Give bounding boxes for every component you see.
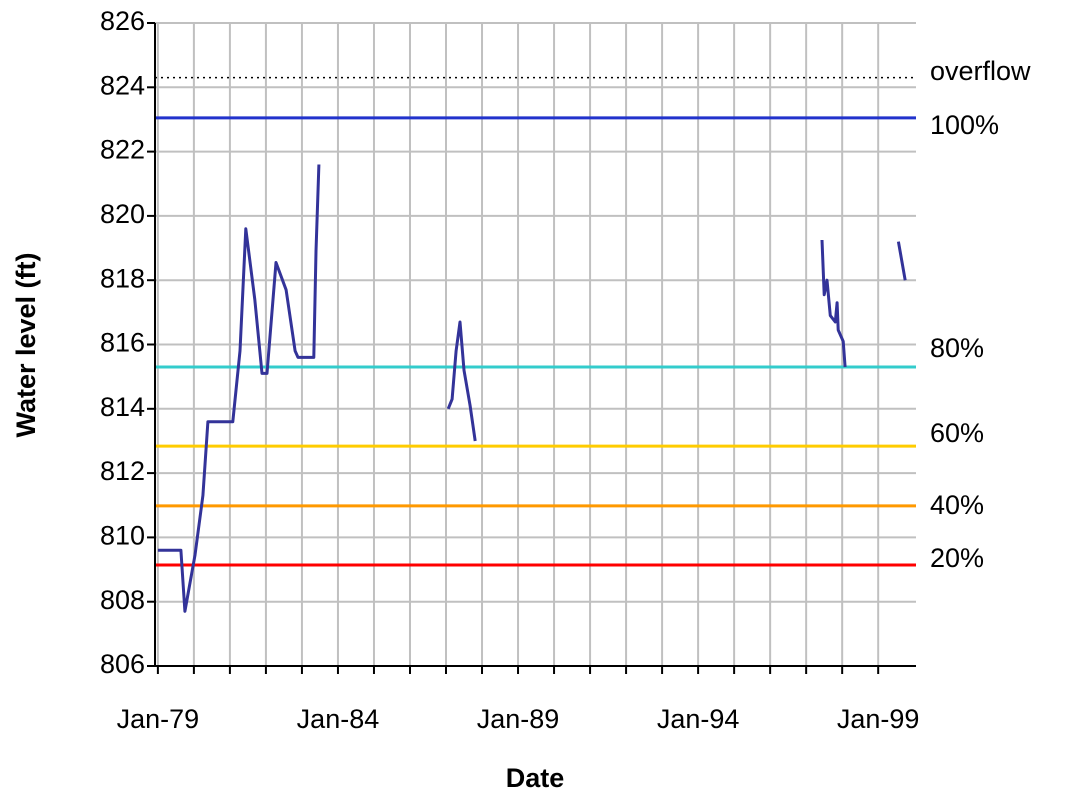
x-tick-label: Jan-89 xyxy=(477,704,560,734)
reference-label: 40% xyxy=(930,490,984,520)
y-tick-label: 810 xyxy=(100,521,145,551)
reference-label: 20% xyxy=(930,543,984,573)
y-tick-label: 824 xyxy=(100,70,145,100)
reference-label: 60% xyxy=(930,418,984,448)
y-tick-label: 808 xyxy=(100,585,145,615)
data-line xyxy=(157,164,907,613)
y-tick-label: 820 xyxy=(100,199,145,229)
y-tick-label: 812 xyxy=(100,456,145,486)
y-axis-title: Water level (ft) xyxy=(11,252,41,437)
x-tick-label: Jan-99 xyxy=(837,704,920,734)
reference-label: 100% xyxy=(930,110,999,140)
x-tick-label: Jan-84 xyxy=(297,704,380,734)
y-tick-label: 806 xyxy=(100,649,145,679)
y-tick-label: 818 xyxy=(100,263,145,293)
x-axis-title: Date xyxy=(506,763,565,793)
reference-label: 80% xyxy=(930,333,984,363)
y-tick-label: 826 xyxy=(100,6,145,36)
reference-label: overflow xyxy=(930,56,1031,86)
x-tick-label: Jan-79 xyxy=(117,704,200,734)
y-tick-label: 816 xyxy=(100,328,145,358)
y-tick-label: 822 xyxy=(100,135,145,165)
x-tick-label: Jan-94 xyxy=(657,704,740,734)
y-tick-label: 814 xyxy=(100,392,145,422)
